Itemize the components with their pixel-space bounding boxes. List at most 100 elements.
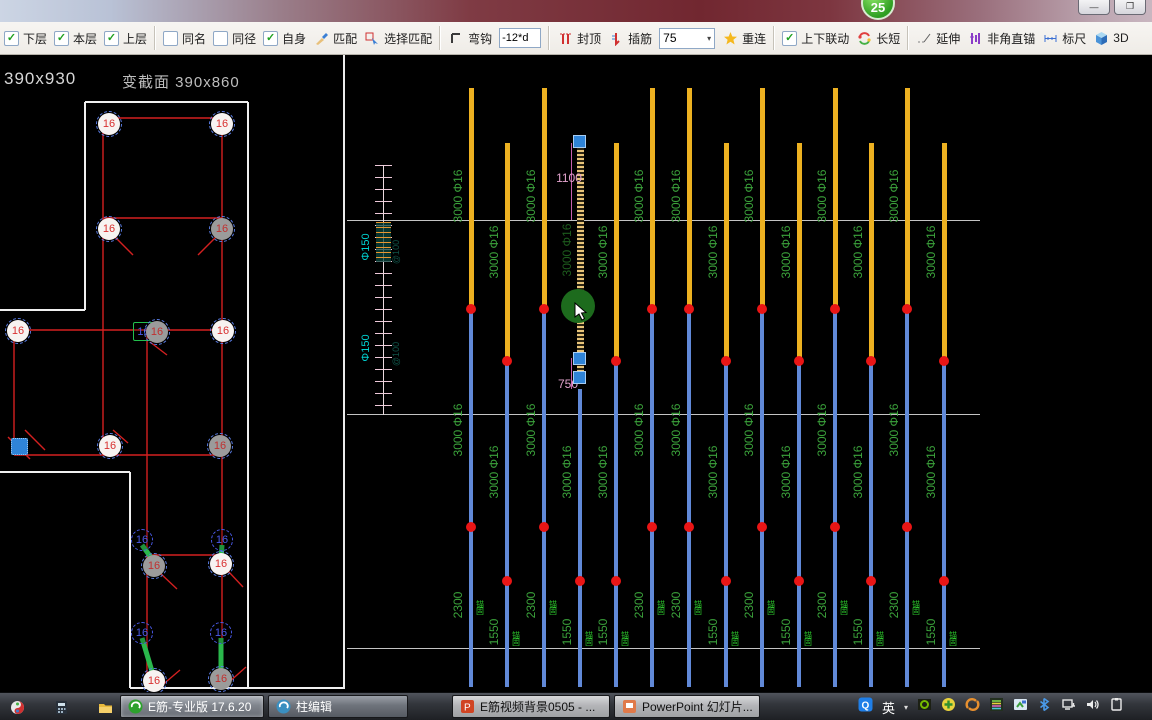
bar-length-label: 3000 Φ16 <box>669 169 683 223</box>
upper-rebar[interactable] <box>905 88 910 309</box>
same-diameter-checkbox[interactable]: 同径 <box>213 30 256 47</box>
rebar-point-16[interactable]: 16 <box>209 216 235 242</box>
upper-layer-checkbox[interactable]: ✓ 上层 <box>104 30 147 47</box>
anchor-tag-label: 锚固 <box>548 600 558 614</box>
selection-handle[interactable] <box>573 352 586 365</box>
minimize-button[interactable]: — <box>1078 0 1110 15</box>
lower-rebar[interactable] <box>905 309 909 687</box>
tray-list-icon[interactable] <box>989 697 1004 717</box>
lower-rebar[interactable] <box>542 309 546 687</box>
quicklaunch-folder-icon[interactable] <box>94 697 116 717</box>
ruler-button[interactable]: 标尺 <box>1042 30 1086 47</box>
hook-length-input[interactable] <box>499 28 542 48</box>
tray-network-icon[interactable] <box>1061 697 1076 717</box>
hook-tick <box>149 341 168 356</box>
bar-length-label: 3000 Φ16 <box>924 445 938 499</box>
upper-rebar[interactable] <box>942 143 947 361</box>
rebar-point-16[interactable]: 16 <box>208 666 234 692</box>
extend-button[interactable]: 延伸 <box>916 30 960 47</box>
lower-rebar[interactable] <box>724 361 728 687</box>
q-app-icon[interactable]: Q <box>858 697 873 717</box>
elevation-view-panel[interactable]: Φ150 Φ150 @100 @100 3000 Φ16 3000 Φ16 2300 锚固 30… <box>347 55 1152 692</box>
section-view-panel[interactable]: 390x930 变截面 390x860 16 16 16 16 16 16 16 16 16 16… <box>0 55 345 694</box>
upper-rebar[interactable] <box>797 143 802 361</box>
quicklaunch-calculator-icon[interactable] <box>50 697 72 717</box>
long-short-button[interactable]: 长短 <box>856 30 900 47</box>
rebar-point-16[interactable]: 16 <box>141 668 167 694</box>
lower-rebar[interactable] <box>869 361 873 687</box>
rebar-point-16[interactable]: 16 <box>141 553 167 579</box>
3d-view-button[interactable]: 3D <box>1093 30 1129 46</box>
lower-rebar[interactable] <box>833 309 837 687</box>
tray-bluetooth-icon[interactable] <box>1037 697 1052 717</box>
upper-rebar[interactable] <box>650 88 655 309</box>
hook-button[interactable]: 弯钩 <box>448 30 492 47</box>
ime-language-indicator[interactable]: 英 <box>882 700 896 716</box>
rebar-point-16[interactable]: 16 <box>96 111 122 137</box>
toolbar-item-label: 自身 <box>282 31 307 46</box>
selection-handle[interactable] <box>573 371 586 384</box>
selection-handle[interactable] <box>573 135 586 148</box>
same-name-checkbox[interactable]: 同名 <box>163 30 206 47</box>
updown-link-checkbox[interactable]: ✓ 上下联动 <box>782 30 849 47</box>
upper-rebar[interactable] <box>614 143 619 361</box>
hook-tick <box>197 236 217 256</box>
rebar-point-16[interactable] <box>11 438 28 455</box>
reconnect-button[interactable]: 重连 <box>722 30 766 47</box>
tray-plus-icon[interactable] <box>941 697 956 717</box>
rebar-point-16[interactable]: 16 <box>210 318 236 344</box>
taskbar-button-label: 柱编辑 <box>296 700 333 714</box>
rebar-point-16[interactable]: 16 <box>5 318 31 344</box>
lower-rebar[interactable] <box>578 389 582 687</box>
straight-anchor-button[interactable]: 非角直锚 <box>967 30 1035 47</box>
rebar-point-16[interactable]: 16 <box>210 622 232 644</box>
tray-doc-icon[interactable] <box>1013 697 1028 717</box>
rebar-point-16[interactable]: 16 <box>208 551 234 577</box>
restore-button[interactable]: ❐ <box>1114 0 1146 15</box>
lower-rebar[interactable] <box>942 361 946 687</box>
upper-rebar[interactable] <box>687 88 692 309</box>
tray-volume-icon[interactable] <box>1085 697 1100 717</box>
insert-bar-button[interactable]: 插筋 <box>608 30 652 47</box>
upper-rebar[interactable] <box>760 88 765 309</box>
tray-nvidia-icon[interactable] <box>917 697 932 717</box>
upper-rebar[interactable] <box>542 88 547 309</box>
lower-rebar[interactable] <box>614 361 618 687</box>
quicklaunch-logo-icon[interactable] <box>6 697 28 717</box>
task-column-edit[interactable]: 柱编辑 <box>268 695 408 718</box>
lower-rebar[interactable] <box>650 309 654 687</box>
upper-rebar[interactable] <box>833 88 838 309</box>
upper-rebar[interactable] <box>505 143 510 361</box>
match-button[interactable]: 匹配 <box>313 30 357 47</box>
upper-rebar[interactable] <box>869 143 874 361</box>
current-layer-checkbox[interactable]: ✓ 本层 <box>54 30 97 47</box>
lower-rebar[interactable] <box>469 309 473 687</box>
spacing-select[interactable]: 75 ▾ <box>659 27 716 49</box>
lower-rebar[interactable] <box>687 309 691 687</box>
ime-dropdown-icon[interactable]: ▾ <box>904 702 909 712</box>
task-ppt-doc[interactable]: P E筋视频背景0505 - ... <box>452 695 610 718</box>
tray-clipboard-icon[interactable] <box>1109 697 1124 717</box>
rebar-point-16[interactable]: 16 <box>209 111 235 137</box>
cap-top-button[interactable]: 封顶 <box>557 30 601 47</box>
selected-rebar[interactable] <box>577 142 584 384</box>
upper-rebar[interactable] <box>469 88 474 309</box>
self-checkbox[interactable]: ✓ 自身 <box>263 30 306 47</box>
upper-rebar[interactable] <box>724 143 729 361</box>
task-ejin-app[interactable]: E筋-专业版 17.6.20 <box>120 695 264 718</box>
rebar-point-16[interactable]: 16 <box>96 216 122 242</box>
rebar-point-16[interactable]: 16 <box>144 319 170 345</box>
rebar-point-16[interactable]: 16 <box>131 529 153 551</box>
lower-rebar[interactable] <box>797 361 801 687</box>
lower-rebar[interactable] <box>505 361 509 687</box>
lap-joint-dot <box>757 304 767 314</box>
rebar-point-16[interactable]: 16 <box>131 622 153 644</box>
tray-swirl-icon[interactable] <box>965 697 980 717</box>
rebar-point-16[interactable]: 16 <box>97 433 123 459</box>
lower-layer-checkbox[interactable]: ✓ 下层 <box>4 30 47 47</box>
rebar-point-16[interactable]: 16 <box>207 433 233 459</box>
lower-rebar[interactable] <box>760 309 764 687</box>
task-ppt-show[interactable]: PowerPoint 幻灯片... <box>614 695 760 718</box>
select-match-button[interactable]: 选择匹配 <box>364 30 432 47</box>
rebar-point-16[interactable]: 16 <box>211 529 233 551</box>
